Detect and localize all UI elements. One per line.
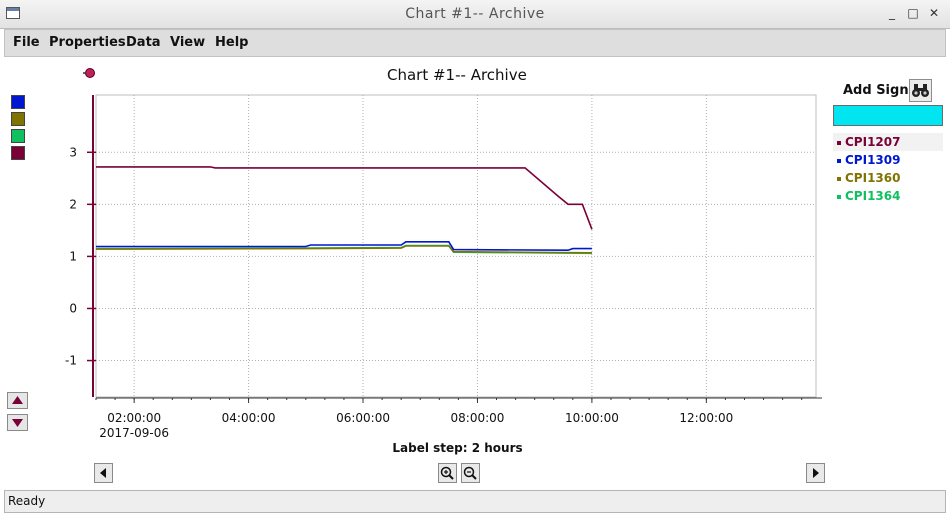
- menu-properties[interactable]: Properties: [49, 35, 126, 50]
- x-tick-label: 06:00:00: [336, 411, 390, 425]
- menu-bar: File Properties Data View Help: [4, 29, 946, 57]
- triangle-left-icon: [100, 468, 106, 478]
- x-tick-label: 12:00:00: [679, 411, 733, 425]
- label-step-text: Label step: 2 hours: [392, 441, 523, 455]
- signal-color-dot: [837, 195, 841, 199]
- triangle-right-icon: [813, 468, 819, 478]
- menu-view[interactable]: View: [170, 35, 206, 50]
- y-axis: -1 0 1 2 3: [65, 95, 96, 397]
- add-signal-label: Add Signal: [843, 83, 922, 98]
- series-line-cpi1309: [96, 241, 592, 252]
- axis-swatch-cpi1309[interactable]: [11, 95, 25, 109]
- axis-swatch-cpi1207[interactable]: [11, 146, 25, 160]
- y-tick-label: 2: [69, 197, 77, 211]
- signal-color-dot: [837, 159, 841, 163]
- status-bar: Ready: [4, 490, 946, 513]
- maximize-icon[interactable]: □: [907, 6, 919, 20]
- zoom-out-icon: [463, 466, 477, 480]
- scroll-left-button[interactable]: [94, 463, 113, 483]
- zoom-in-button[interactable]: [438, 463, 457, 483]
- menu-data[interactable]: Data: [126, 35, 161, 50]
- window-icon: [6, 7, 20, 19]
- x-tick-label: 04:00:00: [222, 411, 276, 425]
- x-date-label: 2017-09-06: [99, 426, 169, 440]
- signal-search-input[interactable]: [833, 105, 943, 126]
- zoom-out-button[interactable]: [461, 463, 480, 483]
- pin-icon[interactable]: [83, 67, 95, 79]
- title-bar: Chart #1-- Archive _ □ ✕: [0, 0, 950, 29]
- signal-item-cpi1207[interactable]: CPI1207: [833, 133, 943, 151]
- add-signal-button[interactable]: [909, 79, 932, 102]
- menu-file[interactable]: File: [13, 35, 40, 50]
- signal-name: CPI1360: [845, 171, 901, 185]
- y-scroll-down-button[interactable]: [7, 414, 28, 431]
- signal-item-cpi1364[interactable]: CPI1364: [833, 187, 943, 205]
- triangle-up-icon: [12, 396, 23, 404]
- triangle-down-icon: [12, 419, 23, 427]
- x-tick-label: 10:00:00: [565, 411, 619, 425]
- axis-swatch-cpi1364[interactable]: [11, 129, 25, 143]
- chart-series: [95, 166, 593, 255]
- close-icon[interactable]: ✕: [928, 6, 940, 20]
- signal-color-dot: [837, 177, 841, 181]
- y-tick-label: 3: [69, 145, 77, 159]
- axis-swatch-cpi1360[interactable]: [11, 112, 25, 126]
- status-text: Ready: [8, 494, 46, 508]
- zoom-in-icon: [440, 466, 454, 480]
- chart-title: Chart #1-- Archive: [387, 66, 527, 84]
- signal-name: CPI1364: [845, 189, 901, 203]
- y-scroll-up-button[interactable]: [7, 392, 28, 409]
- x-axis: 02:00:00 04:00:00 06:00:00 08:00:00 10:00:00…: [95, 397, 822, 440]
- y-tick-label: -1: [65, 354, 77, 368]
- signal-name: CPI1309: [845, 153, 901, 167]
- signal-color-dot: [837, 141, 841, 145]
- x-tick-label: 08:00:00: [451, 411, 505, 425]
- scroll-right-button[interactable]: [806, 463, 825, 483]
- x-tick-label: 02:00:00: [107, 411, 161, 425]
- y-tick-label: 0: [69, 301, 77, 315]
- minimize-icon[interactable]: _: [889, 6, 895, 20]
- signal-item-cpi1309[interactable]: CPI1309: [833, 151, 943, 169]
- y-tick-label: 1: [69, 249, 77, 263]
- window-title: Chart #1-- Archive: [405, 6, 545, 22]
- signal-name: CPI1207: [845, 135, 901, 149]
- series-line-cpi1207: [96, 166, 593, 230]
- series-line-cpi1360: [95, 245, 592, 254]
- menu-help[interactable]: Help: [215, 35, 249, 50]
- binoculars-icon: [912, 84, 929, 97]
- signal-item-cpi1360[interactable]: CPI1360: [833, 169, 943, 187]
- signal-list: CPI1207 CPI1309 CPI1360 CPI1364: [833, 133, 943, 205]
